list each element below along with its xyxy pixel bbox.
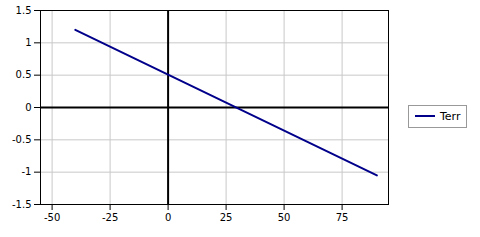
- svg-text:-0.5: -0.5: [12, 134, 32, 145]
- svg-text:0.5: 0.5: [16, 69, 32, 80]
- svg-text:-50: -50: [44, 212, 60, 223]
- svg-text:-1: -1: [22, 166, 32, 177]
- svg-text:1: 1: [25, 37, 31, 48]
- html-text:Terr: Terr: [440, 109, 461, 123]
- svg-text:-1.5: -1.5: [12, 199, 32, 210]
- svg-text:0: 0: [25, 102, 31, 113]
- svg-text:-25: -25: [102, 212, 118, 223]
- svg-text:1.5: 1.5: [16, 5, 32, 16]
- svg-text:75: 75: [336, 212, 349, 223]
- svg-text:0: 0: [165, 212, 171, 223]
- svg-text:50: 50: [278, 212, 291, 223]
- svg-text:25: 25: [220, 212, 233, 223]
